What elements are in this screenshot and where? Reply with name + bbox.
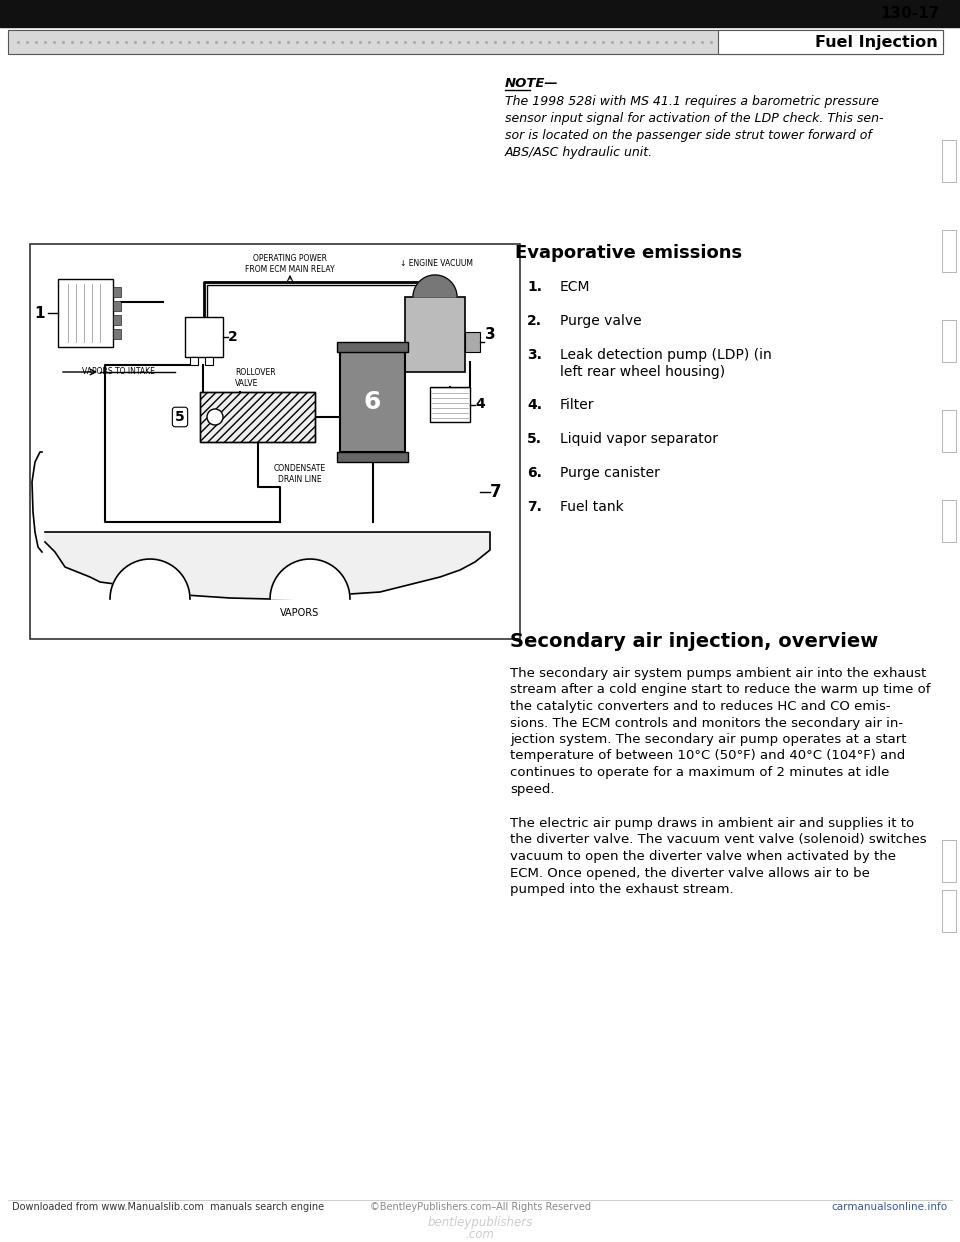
Bar: [942, 501, 956, 542]
Text: temperature of between 10°C (50°F) and 40°C (104°F) and: temperature of between 10°C (50°F) and 4…: [510, 749, 905, 763]
Bar: [200, 392, 315, 442]
Text: Leak detection pump (LDP) (in: Leak detection pump (LDP) (in: [560, 348, 772, 361]
Text: Purge valve: Purge valve: [560, 314, 641, 328]
Text: continues to operate for a maximum of 2 minutes at idle: continues to operate for a maximum of 2 …: [510, 766, 889, 779]
Text: .com: .com: [466, 1228, 494, 1241]
Text: speed.: speed.: [510, 782, 555, 795]
Text: Liquid vapor separator: Liquid vapor separator: [560, 432, 718, 446]
Bar: [942, 320, 956, 361]
Text: ©BentleyPublishers.com–All Rights Reserved: ©BentleyPublishers.com–All Rights Reserv…: [370, 1202, 590, 1212]
Text: Evaporative emissions: Evaporative emissions: [515, 243, 742, 262]
Polygon shape: [413, 274, 457, 297]
Text: 1: 1: [35, 306, 45, 320]
Text: Purge canister: Purge canister: [560, 466, 660, 479]
Bar: [200, 392, 315, 442]
Bar: [942, 840, 956, 882]
Text: 7: 7: [490, 483, 502, 501]
Text: VAPORS TO INTAKE: VAPORS TO INTAKE: [83, 368, 155, 376]
Bar: [405, 297, 465, 373]
Text: NOTE—: NOTE—: [505, 77, 559, 89]
Bar: [942, 410, 956, 452]
Text: 130-17: 130-17: [880, 6, 940, 21]
Polygon shape: [45, 532, 490, 599]
Text: 2.: 2.: [527, 314, 542, 328]
Text: sor is located on the passenger side strut tower forward of: sor is located on the passenger side str…: [505, 129, 872, 142]
Bar: [113, 287, 121, 297]
Polygon shape: [270, 559, 350, 599]
Bar: [718, 30, 943, 53]
Text: 4.: 4.: [527, 397, 542, 412]
Bar: [185, 317, 223, 356]
Text: stream after a cold engine start to reduce the warm up time of: stream after a cold engine start to redu…: [510, 683, 930, 697]
Text: carmanualsonline.info: carmanualsonline.info: [832, 1202, 948, 1212]
Text: the diverter valve. The vacuum vent valve (solenoid) switches: the diverter valve. The vacuum vent valv…: [510, 833, 926, 847]
Bar: [465, 332, 480, 351]
Text: The electric air pump draws in ambient air and supplies it to: The electric air pump draws in ambient a…: [510, 817, 914, 830]
Text: Downloaded from www.Manualslib.com  manuals search engine: Downloaded from www.Manualslib.com manua…: [12, 1202, 324, 1212]
Bar: [337, 342, 408, 351]
Bar: [942, 140, 956, 183]
Text: Secondary air injection, overview: Secondary air injection, overview: [510, 632, 878, 651]
Text: ABS/ASC hydraulic unit.: ABS/ASC hydraulic unit.: [505, 147, 653, 159]
Text: bentleypublishers: bentleypublishers: [427, 1216, 533, 1230]
Text: VAPORS: VAPORS: [280, 609, 320, 619]
Text: 1.: 1.: [527, 279, 542, 294]
Text: ECM. Once opened, the diverter valve allows air to be: ECM. Once opened, the diverter valve all…: [510, 867, 870, 879]
Bar: [113, 315, 121, 325]
Text: CONDENSATE
DRAIN LINE: CONDENSATE DRAIN LINE: [274, 465, 326, 484]
Bar: [0, 0, 960, 27]
Text: ROLLOVER
VALVE: ROLLOVER VALVE: [235, 368, 276, 388]
Text: pumped into the exhaust stream.: pumped into the exhaust stream.: [510, 883, 733, 895]
Text: 2: 2: [228, 330, 238, 344]
Text: sensor input signal for activation of the LDP check. This sen-: sensor input signal for activation of th…: [505, 112, 883, 125]
Bar: [113, 329, 121, 339]
Polygon shape: [110, 559, 190, 599]
Text: sions. The ECM controls and monitors the secondary air in-: sions. The ECM controls and monitors the…: [510, 717, 903, 729]
Bar: [205, 356, 213, 365]
Bar: [190, 356, 198, 365]
Text: Fuel tank: Fuel tank: [560, 501, 624, 514]
Text: jection system. The secondary air pump operates at a start: jection system. The secondary air pump o…: [510, 733, 906, 746]
Text: 6: 6: [364, 390, 381, 414]
Text: Filter: Filter: [560, 397, 594, 412]
Text: ↓ ENGINE VACUUM: ↓ ENGINE VACUUM: [400, 260, 473, 268]
Bar: [30, 243, 520, 638]
Text: 6.: 6.: [527, 466, 541, 479]
Text: The 1998 528i with MS 41.1 requires a barometric pressure: The 1998 528i with MS 41.1 requires a ba…: [505, 94, 879, 108]
Bar: [430, 388, 470, 422]
Text: 5: 5: [175, 410, 185, 424]
Text: 7.: 7.: [527, 501, 541, 514]
Text: ECM: ECM: [560, 279, 590, 294]
Circle shape: [207, 409, 223, 425]
Text: Fuel Injection: Fuel Injection: [815, 35, 938, 50]
Bar: [8, 30, 943, 53]
Bar: [340, 351, 405, 452]
Text: 3: 3: [485, 327, 495, 342]
Bar: [337, 452, 408, 462]
Bar: [942, 230, 956, 272]
Text: 3.: 3.: [527, 348, 541, 361]
Bar: [942, 891, 956, 932]
Bar: [113, 301, 121, 310]
Text: 4: 4: [475, 397, 485, 411]
Bar: [58, 279, 113, 347]
Text: OPERATING POWER
FROM ECM MAIN RELAY: OPERATING POWER FROM ECM MAIN RELAY: [245, 253, 335, 274]
Text: The secondary air system pumps ambient air into the exhaust: The secondary air system pumps ambient a…: [510, 667, 926, 681]
Text: the catalytic converters and to reduces HC and CO emis-: the catalytic converters and to reduces …: [510, 700, 891, 713]
Text: vacuum to open the diverter valve when activated by the: vacuum to open the diverter valve when a…: [510, 850, 896, 863]
Text: left rear wheel housing): left rear wheel housing): [560, 365, 725, 379]
Text: 5.: 5.: [527, 432, 542, 446]
